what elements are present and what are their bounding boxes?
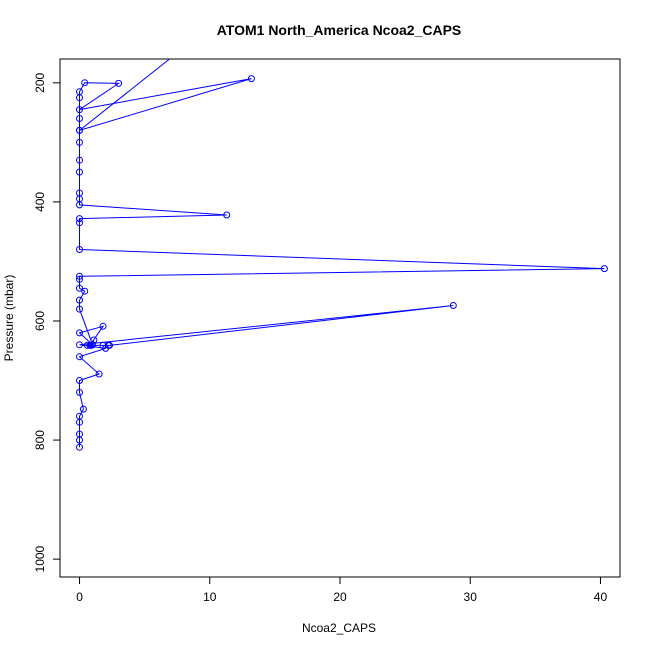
data-point [76,126,83,134]
data-point [76,388,83,396]
data-point [76,138,83,146]
data-point [76,168,83,176]
x-tick-label: 30 [464,590,478,604]
data-point [79,405,87,413]
y-tick-label: 200 [33,72,47,92]
data-point [76,329,83,337]
y-tick-label: 800 [33,430,47,450]
y-tick-label: 400 [33,192,47,212]
data-point [76,341,83,349]
data-point [76,219,83,227]
y-axis: 200 400 600 800 1000 [33,72,60,572]
data-point [76,418,83,426]
data-point [87,341,95,349]
data-point [81,287,89,295]
data-point [76,443,83,451]
data-point [76,215,83,223]
x-tick-label: 10 [203,590,217,604]
plot-area [59,58,621,578]
data-point [76,353,83,361]
data-point [76,272,83,280]
x-tick-label: 40 [594,590,608,604]
data-point [81,79,89,87]
data-point [600,265,608,273]
data-point [115,79,123,87]
data-point [95,370,103,378]
plot-frame [59,58,621,578]
data-point [76,246,83,253]
x-axis-label: Ncoa2_CAPS [302,621,376,635]
data-point [223,211,231,219]
y-tick-label: 1000 [33,545,47,572]
data-point [76,377,83,384]
data-point [83,341,91,349]
data-point [247,75,255,83]
data-point [76,284,83,292]
data-point [76,296,83,304]
y-axis-label: Pressure (mbar) [2,275,16,362]
x-tick-label: 20 [333,590,347,604]
data-point [102,344,110,352]
data-point [171,59,176,60]
series-line [78,59,605,448]
data-point [99,322,107,330]
data-point [76,106,83,114]
chart-title: ATOM1 North_America Ncoa2_CAPS [217,22,462,38]
data-point [76,201,83,209]
data-point [76,275,83,283]
data-point [76,94,83,102]
series-layer [76,59,608,451]
data-point [76,115,83,122]
data-point [449,302,457,309]
data-point [76,156,83,164]
y-tick-label: 600 [33,311,47,331]
x-tick-label: 0 [76,590,83,604]
data-point [90,336,98,344]
x-axis: 0 10 20 30 40 [76,576,608,604]
data-point [76,305,83,313]
data-point [76,436,83,444]
